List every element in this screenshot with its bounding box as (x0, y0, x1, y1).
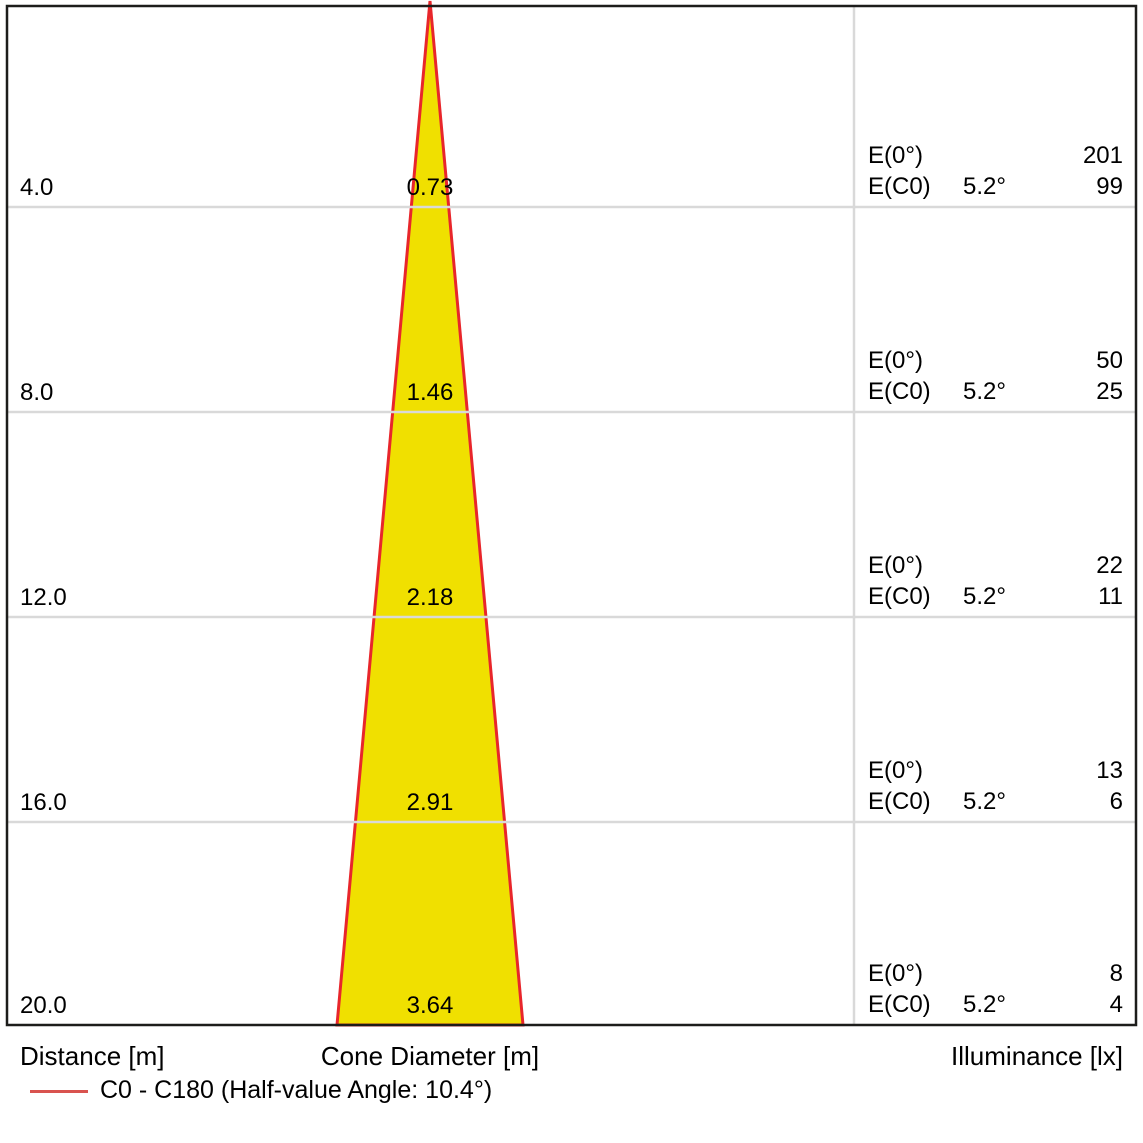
e0-label: E(0°) (868, 142, 923, 169)
cone-diameter-value: 3.64 (406, 992, 454, 1019)
chart-border (5, 4, 1138, 1027)
beam-angle: 5.2° (963, 378, 1006, 405)
ec0-value: 4 (1109, 991, 1123, 1018)
ec0-label: E(C0) (868, 991, 931, 1018)
illuminance-axis-label: Illuminance [lx] (951, 1041, 1123, 1071)
distance-label: 16.0 (20, 789, 67, 816)
distance-label: 12.0 (20, 584, 67, 611)
e0-label: E(0°) (868, 347, 923, 374)
e0-value: 22 (1096, 552, 1123, 579)
e0-label: E(0°) (868, 960, 923, 987)
legend-label: C0 - C180 (Half-value Angle: 10.4°) (100, 1076, 493, 1104)
cone-diameter-value: 2.18 (406, 584, 454, 611)
cone-diameter-axis-label: Cone Diameter [m] (320, 1041, 540, 1071)
ec0-value: 25 (1096, 378, 1123, 405)
legend: C0 - C180 (Half-value Angle: 10.4°) (30, 1075, 492, 1105)
beam-angle: 5.2° (963, 991, 1006, 1018)
ec0-label: E(C0) (868, 788, 931, 815)
e0-label: E(0°) (868, 552, 923, 579)
cone-diameter-value: 1.46 (406, 379, 454, 406)
cone-diameter-value: 2.91 (406, 789, 454, 816)
e0-value: 13 (1096, 757, 1123, 784)
distance-axis-label: Distance [m] (20, 1041, 165, 1071)
beam-angle: 5.2° (963, 173, 1006, 200)
beam-angle: 5.2° (963, 583, 1006, 610)
ec0-label: E(C0) (868, 173, 931, 200)
e0-value: 8 (1109, 960, 1123, 987)
ec0-label: E(C0) (868, 378, 931, 405)
distance-label: 4.0 (20, 174, 54, 201)
illuminance-row: E(0°) 22 E(C0) 5.2° 11 (868, 551, 1123, 612)
e0-value: 50 (1096, 347, 1123, 374)
ec0-value: 99 (1096, 173, 1123, 200)
distance-label: 8.0 (20, 379, 54, 406)
distance-label: 20.0 (20, 992, 67, 1019)
grid-lines (8, 7, 1135, 1024)
ec0-label: E(C0) (868, 583, 931, 610)
illuminance-row: E(0°) 8 E(C0) 5.2° 4 (868, 959, 1123, 1020)
illuminance-row: E(0°) 50 E(C0) 5.2° 25 (868, 346, 1123, 407)
illuminance-row: E(0°) 13 E(C0) 5.2° 6 (868, 756, 1123, 817)
ec0-value: 11 (1098, 583, 1123, 610)
e0-value: 201 (1082, 142, 1123, 169)
legend-line-swatch (30, 1089, 88, 1093)
cone-diameter-value: 0.73 (406, 174, 454, 201)
ec0-value: 6 (1109, 788, 1123, 815)
e0-label: E(0°) (868, 757, 923, 784)
beam-angle: 5.2° (963, 788, 1006, 815)
illuminance-row: E(0°) 201 E(C0) 5.2° 99 (868, 141, 1123, 202)
light-cone-shape (335, 0, 525, 1027)
